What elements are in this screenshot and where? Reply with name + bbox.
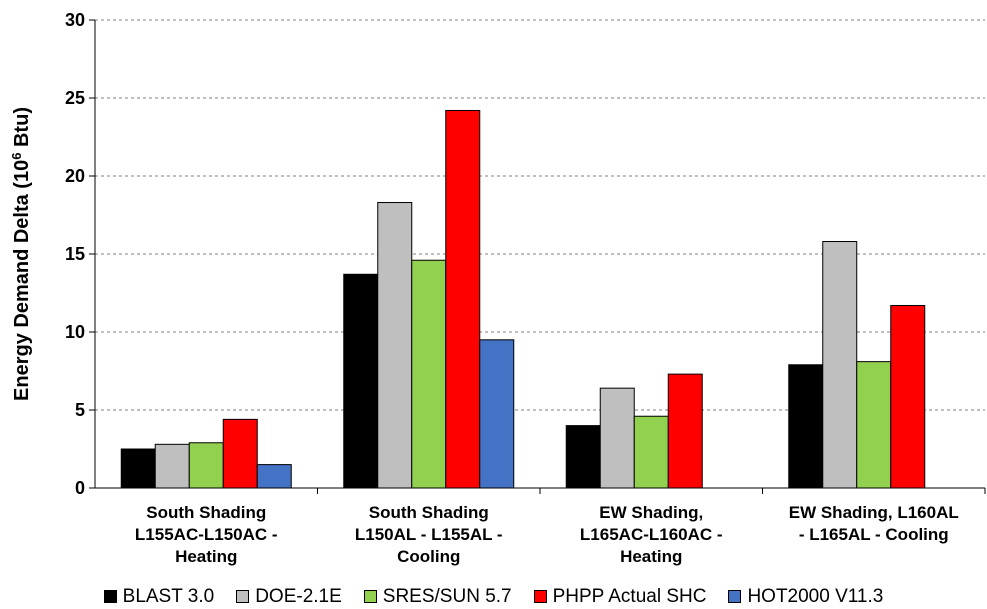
legend-item: SRES/SUN 5.7 xyxy=(363,585,512,608)
bar-phpp-actual-shc-4 xyxy=(890,304,926,489)
legend-item: HOT2000 V11.3 xyxy=(728,586,883,608)
x-tick-label: EW Shading, L160AL - L165AL - Cooling xyxy=(789,503,959,544)
y-axis-label: Energy Demand Delta (106 Btu) xyxy=(9,107,34,401)
legend-label: PHPP Actual SHC xyxy=(552,585,707,607)
bar-chart: 0 5 10 15 20 25 30 Energy Demand Delta (106 Btu… xyxy=(9,10,986,566)
bar-doe-2-1e-1 xyxy=(154,443,190,489)
legend: BLAST 3.0 DOE-2.1E SRES/SUN 5.7 PHPP Actual… xyxy=(0,584,987,609)
bar-sres-sun-5-7-2 xyxy=(411,259,447,489)
bar-hot2000-v11-3-1 xyxy=(256,464,292,489)
legend-item: DOE-2.1E xyxy=(236,586,342,608)
bar-phpp-actual-shc-3 xyxy=(667,373,703,489)
y-tick-label: 15 xyxy=(65,244,85,264)
legend-label: HOT2000 V11.3 xyxy=(747,585,884,607)
legend-swatch xyxy=(363,590,377,603)
x-tick-label: EW Shading, L165AC-L160AC -Heating xyxy=(580,503,723,566)
legend-swatch xyxy=(236,590,250,603)
y-tick-label: 20 xyxy=(65,166,85,186)
y-tick-label: 25 xyxy=(65,88,85,108)
bar-doe-2-1e-3 xyxy=(599,387,635,489)
bar-sres-sun-5-7-3 xyxy=(633,415,669,489)
bar-sres-sun-5-7-4 xyxy=(856,361,892,489)
x-tick-label: South Shading L150AL - L155AL -Cooling xyxy=(355,503,503,566)
y-tick-label: 0 xyxy=(75,478,85,498)
bar-doe-2-1e-2 xyxy=(377,202,413,489)
bar-blast-3-0-4 xyxy=(788,364,824,489)
legend-item: PHPP Actual SHC xyxy=(533,585,707,608)
bar-blast-3-0-3 xyxy=(565,425,601,489)
bar-sres-sun-5-7-1 xyxy=(188,442,224,489)
bar-blast-3-0-1 xyxy=(120,448,156,489)
bar-phpp-actual-shc-2 xyxy=(445,109,481,489)
legend-label: BLAST 3.0 xyxy=(122,585,215,607)
legend-label: DOE-2.1E xyxy=(255,585,342,607)
y-tick-label: 10 xyxy=(65,322,85,342)
legend-item: BLAST 3.0 xyxy=(103,585,215,608)
y-tick-label: 5 xyxy=(75,400,85,420)
bar-doe-2-1e-4 xyxy=(822,241,858,489)
y-tick-label: 30 xyxy=(65,10,85,30)
bar-blast-3-0-2 xyxy=(343,273,379,489)
x-tick-label: South Shading L155AC-L150AC -Heating xyxy=(135,503,278,566)
bar-hot2000-v11-3-2 xyxy=(479,339,515,489)
legend-swatch xyxy=(533,590,547,603)
bar-phpp-actual-shc-1 xyxy=(222,418,258,489)
legend-label: SRES/SUN 5.7 xyxy=(382,585,512,607)
legend-swatch xyxy=(728,590,742,603)
legend-swatch xyxy=(103,590,117,603)
